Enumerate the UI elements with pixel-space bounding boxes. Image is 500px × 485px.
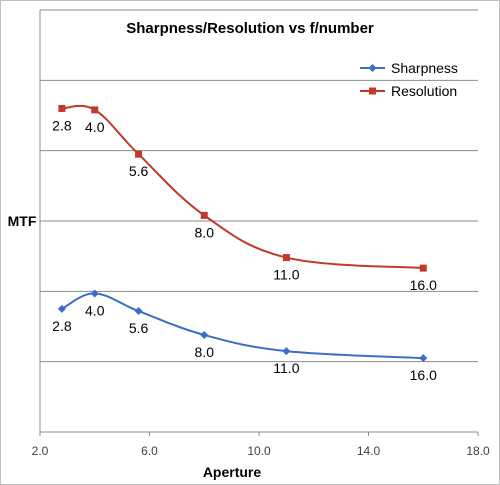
y-axis-label: MTF [8, 213, 37, 229]
data-label-sharpness: 8.0 [195, 344, 215, 360]
point-resolution [282, 254, 290, 262]
x-tick-label: 6.0 [141, 444, 158, 458]
axes [39, 10, 479, 436]
x-axis-label: Aperture [203, 464, 262, 480]
point-resolution [58, 104, 66, 112]
data-labels: 2.8 4.0 5.6 8.0 11.0 16.0 2.8 4.0 5.6 8.0 11.0 16.0 [52, 117, 437, 383]
data-label-sharpness: 5.6 [129, 320, 149, 336]
point-sharpness [419, 354, 428, 363]
chart-title: Sharpness/Resolution vs f/number [126, 20, 374, 37]
x-tick-label: 18.0 [466, 444, 490, 458]
data-label-sharpness: 16.0 [410, 367, 437, 383]
point-resolution [135, 150, 143, 158]
point-sharpness [90, 289, 99, 298]
legend: Sharpness Resolution [360, 60, 458, 99]
data-label-sharpness: 4.0 [85, 302, 105, 318]
point-sharpness [57, 304, 66, 313]
point-sharpness [200, 330, 209, 339]
legend-label-sharpness: Sharpness [391, 60, 458, 76]
data-label-resolution: 11.0 [273, 267, 299, 283]
x-tick-label: 14.0 [357, 444, 381, 458]
series-line-sharpness [61, 292, 424, 360]
data-label-sharpness: 2.8 [52, 318, 72, 334]
data-label-resolution: 4.0 [85, 119, 105, 135]
x-tick-label: 2.0 [32, 444, 49, 458]
data-label-resolution: 2.8 [52, 117, 72, 133]
point-resolution [200, 211, 208, 219]
point-resolution [419, 264, 427, 272]
data-label-resolution: 5.6 [129, 163, 149, 179]
legend-item-resolution: Resolution [360, 83, 457, 99]
legend-label-resolution: Resolution [391, 83, 457, 99]
point-resolution [91, 106, 99, 114]
legend-marker-sharpness [368, 64, 377, 72]
gridlines [40, 9, 478, 363]
data-label-resolution: 16.0 [410, 277, 437, 293]
series-line-resolution [61, 104, 424, 270]
point-sharpness [282, 347, 291, 356]
point-sharpness [134, 307, 143, 316]
data-label-sharpness: 11.0 [273, 360, 299, 376]
data-label-resolution: 8.0 [195, 224, 215, 240]
x-tick-labels: 2.0 6.0 10.0 14.0 18.0 [32, 444, 490, 458]
x-tick-label: 10.0 [247, 444, 271, 458]
series-layer [57, 104, 428, 363]
legend-item-sharpness: Sharpness [360, 60, 458, 76]
legend-marker-resolution [369, 87, 376, 95]
